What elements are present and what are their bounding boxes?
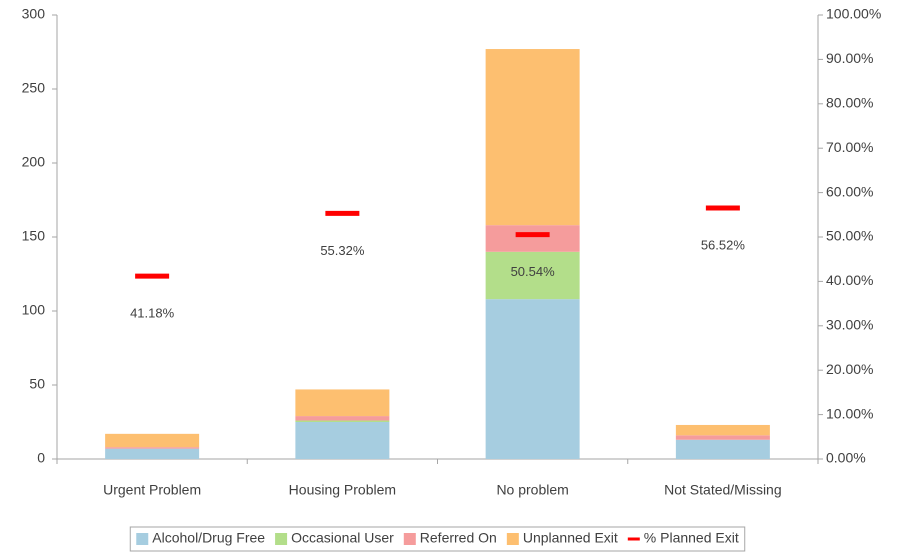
legend-label: Unplanned Exit bbox=[523, 530, 618, 546]
legend-label: Alcohol/Drug Free bbox=[152, 530, 265, 546]
y-tick-label: 150 bbox=[22, 228, 46, 244]
bar-segment bbox=[295, 420, 390, 422]
y2-tick-label: 80.00% bbox=[826, 95, 873, 111]
legend-swatch bbox=[136, 533, 149, 545]
bar-segment bbox=[485, 251, 580, 300]
y2-tick-label: 70.00% bbox=[826, 139, 873, 155]
bar-segment bbox=[105, 447, 200, 449]
legend-box bbox=[129, 526, 746, 552]
legend-swatch bbox=[506, 533, 519, 545]
y2-tick-label: 20.00% bbox=[826, 361, 873, 377]
y2-tick-label: 30.00% bbox=[826, 317, 873, 333]
data-label: 55.32% bbox=[320, 243, 365, 258]
x-tick-label: Urgent Problem bbox=[103, 482, 201, 498]
bar-segment bbox=[105, 433, 200, 448]
bar-segment bbox=[675, 435, 770, 440]
y-tick-label: 250 bbox=[22, 80, 46, 96]
bar-segment bbox=[485, 225, 580, 252]
y2-tick-label: 40.00% bbox=[826, 272, 873, 288]
bar-segment bbox=[295, 422, 390, 459]
y-tick-label: 200 bbox=[22, 154, 46, 170]
legend-label: % Planned Exit bbox=[644, 530, 739, 546]
y2-tick-label: 90.00% bbox=[826, 50, 873, 66]
y2-tick-label: 0.00% bbox=[826, 450, 866, 466]
data-label: 41.18% bbox=[130, 306, 175, 321]
data-label: 56.52% bbox=[701, 237, 746, 252]
bar-segment bbox=[105, 448, 200, 459]
legend: Alcohol/Drug Free Occasional User Referred… bbox=[129, 526, 746, 552]
x-tick-label: No problem bbox=[496, 482, 568, 498]
y2-tick-label: 10.00% bbox=[826, 405, 873, 421]
x-tick-label: Not Stated/Missing bbox=[664, 482, 782, 498]
legend-swatch bbox=[275, 533, 288, 545]
bar-segment bbox=[675, 439, 770, 459]
legend-label: Referred On bbox=[420, 530, 497, 546]
legend-label: Occasional User bbox=[291, 530, 394, 546]
y2-tick-label: 60.00% bbox=[826, 183, 873, 199]
bar-segment bbox=[485, 299, 580, 459]
y-tick-label: 50 bbox=[29, 376, 45, 392]
y-tick-label: 300 bbox=[22, 6, 46, 22]
legend-swatch bbox=[403, 533, 416, 545]
x-tick-label: Housing Problem bbox=[289, 482, 396, 498]
y2-tick-label: 50.00% bbox=[826, 228, 873, 244]
y-tick-label: 100 bbox=[22, 302, 46, 318]
bar-segment bbox=[295, 389, 390, 417]
y2-tick-label: 100.00% bbox=[826, 6, 881, 22]
data-label: 50.54% bbox=[511, 264, 556, 279]
bar-segment bbox=[485, 49, 580, 226]
bar-segment bbox=[675, 424, 770, 436]
y-tick-label: 0 bbox=[37, 450, 45, 466]
bar-segment bbox=[295, 416, 390, 421]
